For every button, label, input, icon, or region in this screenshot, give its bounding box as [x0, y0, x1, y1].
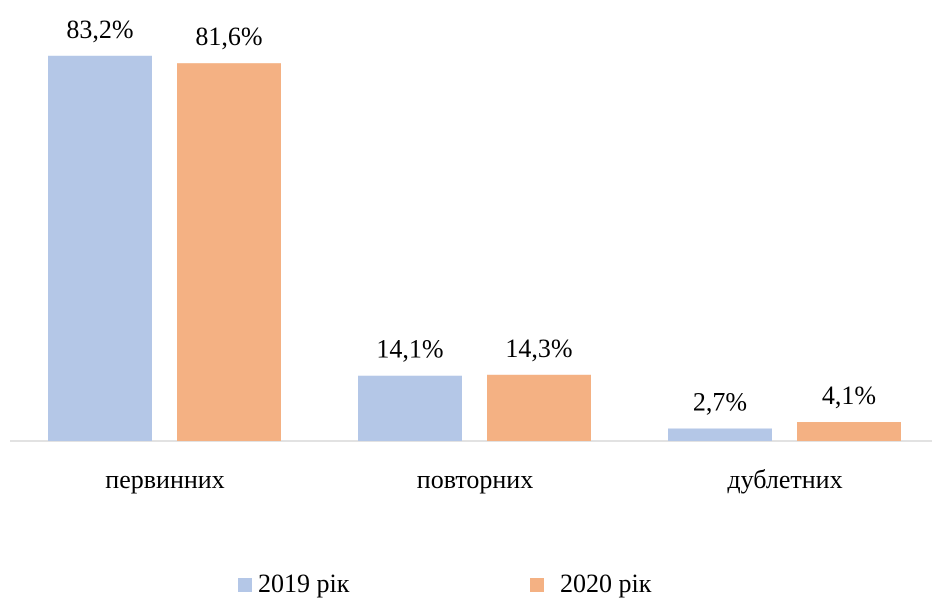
legend-label: 2020 рік [560, 569, 652, 598]
bar [358, 375, 462, 441]
data-label: 14,1% [376, 335, 443, 364]
legend-label: 2019 рік [258, 569, 350, 598]
legend-swatch [238, 578, 252, 592]
x-tick-label: первинних [105, 465, 224, 494]
data-label: 14,3% [505, 334, 572, 363]
legend-swatch [530, 578, 544, 592]
x-tick-label: дублетних [727, 465, 842, 494]
bar [487, 374, 591, 441]
data-label: 2,7% [693, 387, 747, 416]
x-tick-label: повторних [417, 465, 533, 494]
bar [48, 55, 152, 442]
data-label: 83,2% [66, 15, 133, 44]
data-label: 4,1% [822, 381, 876, 410]
bar [668, 428, 772, 441]
data-label: 81,6% [195, 22, 262, 51]
bar [797, 422, 901, 441]
bar [177, 63, 281, 441]
